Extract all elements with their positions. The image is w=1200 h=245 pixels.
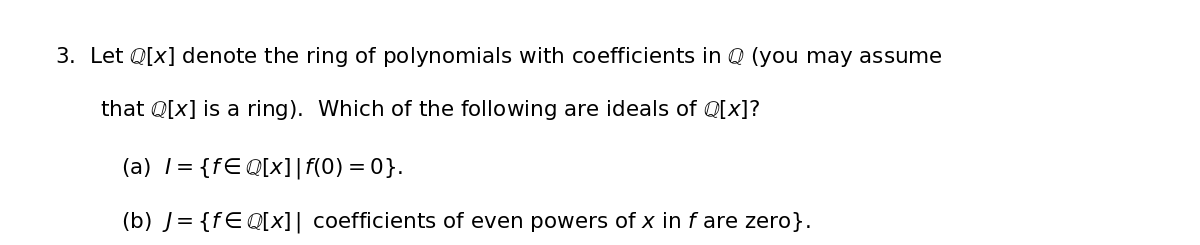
Text: (b)  $J = \{f \in \mathbb{Q}[x]\,|\,$ coefficients of even powers of $x$ in $f$ : (b) $J = \{f \in \mathbb{Q}[x]\,|\,$ coe… [121, 210, 811, 235]
Text: that $\mathbb{Q}[x]$ is a ring).  Which of the following are ideals of $\mathbb{: that $\mathbb{Q}[x]$ is a ring). Which o… [100, 98, 760, 122]
Text: (a)  $I = \{f \in \mathbb{Q}[x]\,|\, f(0) = 0\}$.: (a) $I = \{f \in \mathbb{Q}[x]\,|\, f(0)… [121, 156, 403, 181]
Text: 3.  Let $\mathbb{Q}[x]$ denote the ring of polynomials with coefficients in $\ma: 3. Let $\mathbb{Q}[x]$ denote the ring o… [55, 45, 943, 69]
